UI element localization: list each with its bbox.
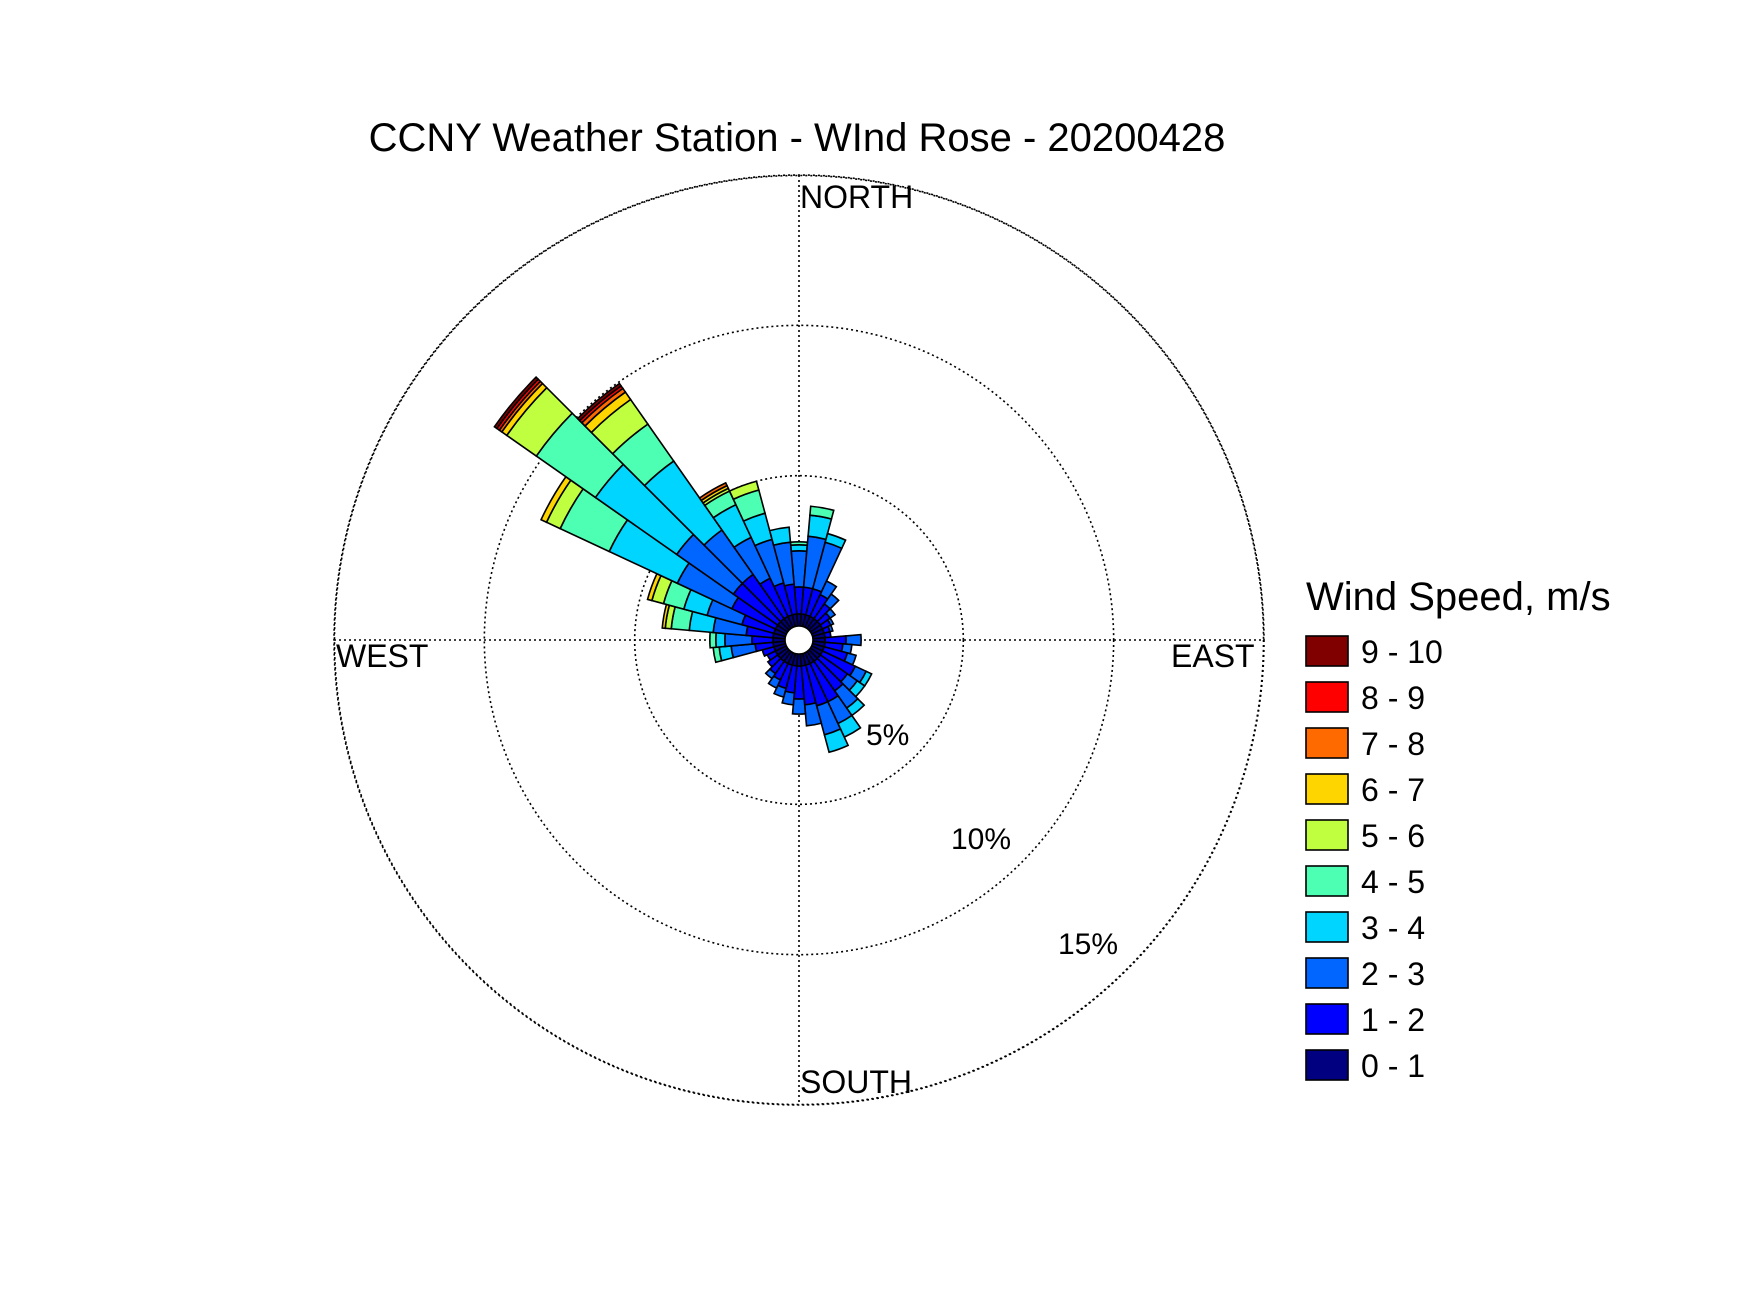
- wind-rose-sectors: [493, 375, 873, 754]
- sector-180-bin-2: [791, 698, 807, 715]
- legend-label-3: 6 - 7: [1361, 772, 1425, 808]
- ring-labels: 5% 10% 15%: [866, 719, 1118, 961]
- sector-270-bin-4: [709, 631, 718, 649]
- ring-label-15: 15%: [1058, 928, 1118, 961]
- sector-270-bin-3: [715, 631, 727, 649]
- sector-210-bin-2: [767, 674, 782, 690]
- legend-swatch-0: [1305, 635, 1349, 667]
- chart-title: CCNY Weather Station - WInd Rose - 20200…: [369, 116, 1226, 160]
- legend-title: Wind Speed, m/s: [1306, 575, 1611, 619]
- sector-190-bin-2: [781, 690, 796, 706]
- legend-label-9: 0 - 1: [1361, 1048, 1425, 1084]
- legend-label-5: 4 - 5: [1361, 864, 1425, 900]
- sector-10-bin-4: [809, 505, 835, 520]
- west-label: WEST: [336, 638, 428, 674]
- sector-30-bin-2: [819, 579, 838, 601]
- sector-330-bin-7: [698, 481, 729, 502]
- legend-label-7: 2 - 3: [1361, 956, 1425, 992]
- sector-350-bin-3: [768, 526, 792, 547]
- legend-label-4: 5 - 6: [1361, 818, 1425, 854]
- legend-label-1: 8 - 9: [1361, 680, 1425, 716]
- ring-label-5: 5%: [866, 719, 909, 752]
- legend-swatch-6: [1305, 911, 1349, 943]
- north-label: NORTH: [800, 179, 913, 215]
- sector-60-bin-2: [826, 617, 835, 627]
- legend-label-6: 3 - 4: [1361, 910, 1425, 946]
- legend-swatch-1: [1305, 681, 1349, 713]
- ring-label-10: 10%: [951, 823, 1011, 856]
- legend-swatch-2: [1305, 727, 1349, 759]
- sector-160-bin-3: [823, 727, 850, 754]
- legend: Wind Speed, m/s 9 - 10 8 - 9 7 - 8 6 - 7 5 -…: [1305, 575, 1611, 1084]
- east-label: EAST: [1171, 638, 1255, 674]
- legend-label-0: 9 - 10: [1361, 634, 1443, 670]
- legend-swatch-7: [1305, 957, 1349, 989]
- sector-220-bin-2: [764, 667, 777, 680]
- south-label: SOUTH: [800, 1064, 912, 1100]
- legend-label-8: 1 - 2: [1361, 1002, 1425, 1038]
- sector-50-bin-2: [824, 607, 837, 620]
- sector-230-bin-1: [766, 653, 782, 669]
- sector-0-bin-4: [789, 541, 809, 547]
- sector-40-bin-2: [823, 592, 840, 610]
- sector-310-bin-9: [493, 375, 540, 430]
- sector-170-bin-2: [803, 701, 823, 727]
- sector-70-bin-2: [826, 624, 834, 633]
- grid-ring-10: [483, 324, 1115, 956]
- legend-swatch-3: [1305, 773, 1349, 805]
- legend-swatch-5: [1305, 865, 1349, 897]
- sector-340-bin-5: [728, 480, 760, 501]
- legend-swatch-9: [1305, 1049, 1349, 1081]
- grid-ring-outer: [333, 174, 1265, 1106]
- sector-90-bin-2: [845, 633, 862, 647]
- legend-swatch-4: [1305, 819, 1349, 851]
- sector-320-bin-9: [576, 382, 623, 422]
- sector-20-bin-3: [824, 532, 847, 550]
- center-hole: [784, 625, 814, 655]
- legend-swatch-8: [1305, 1003, 1349, 1035]
- legend-label-2: 7 - 8: [1361, 726, 1425, 762]
